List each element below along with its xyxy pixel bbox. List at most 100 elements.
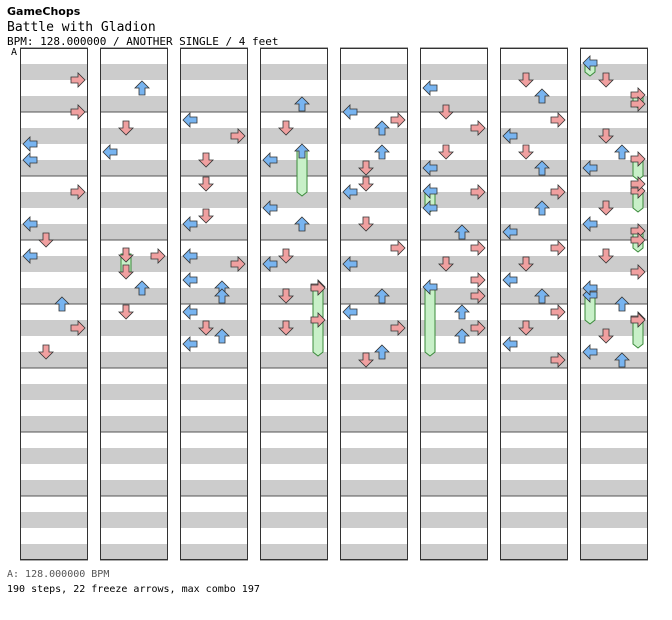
freeze-head-left xyxy=(422,183,438,199)
step-arrow-left xyxy=(22,152,38,168)
step-arrow-down xyxy=(118,120,134,136)
step-arrow-right xyxy=(550,184,566,200)
step-arrow-left xyxy=(342,104,358,120)
step-arrow-down xyxy=(118,264,134,280)
freeze-head-right xyxy=(630,151,646,167)
step-arrow-up xyxy=(534,88,550,104)
artist-name: GameChops xyxy=(7,5,81,18)
column-border xyxy=(100,48,168,560)
step-arrow-right xyxy=(470,272,486,288)
step-arrow-up xyxy=(294,96,310,112)
step-arrow-left xyxy=(582,344,598,360)
freeze-head-up xyxy=(294,143,310,159)
step-arrow-down xyxy=(438,144,454,160)
step-arrow-up xyxy=(454,304,470,320)
chart-column-3 xyxy=(180,47,248,561)
step-arrow-left xyxy=(182,336,198,352)
step-arrow-left xyxy=(342,304,358,320)
step-arrow-up xyxy=(54,296,70,312)
column-border xyxy=(500,48,568,560)
freeze-head-left xyxy=(422,279,438,295)
step-arrow-right xyxy=(550,352,566,368)
step-arrow-up xyxy=(534,200,550,216)
step-arrow-left xyxy=(182,272,198,288)
step-arrow-right xyxy=(70,72,86,88)
chart-column-5 xyxy=(340,47,408,561)
step-arrow-right xyxy=(390,320,406,336)
step-arrow-up xyxy=(534,160,550,176)
step-arrow-down xyxy=(118,304,134,320)
step-arrow-left xyxy=(102,144,118,160)
step-arrow-up xyxy=(374,144,390,160)
chart-column-1 xyxy=(20,47,88,561)
step-arrow-down xyxy=(198,176,214,192)
step-arrow-down xyxy=(278,120,294,136)
step-arrow-right xyxy=(310,312,326,328)
chart-column-6 xyxy=(420,47,488,561)
step-arrow-right xyxy=(630,232,646,248)
step-arrow-left xyxy=(262,256,278,272)
step-arrow-left xyxy=(582,280,598,296)
chart-stats: 190 steps, 22 freeze arrows, max combo 1… xyxy=(7,584,260,595)
step-arrow-up xyxy=(214,328,230,344)
step-arrow-down xyxy=(518,320,534,336)
step-arrow-up xyxy=(534,288,550,304)
step-arrow-down xyxy=(38,344,54,360)
step-arrow-left xyxy=(582,216,598,232)
step-arrow-left xyxy=(422,80,438,96)
step-arrow-down xyxy=(598,328,614,344)
step-arrow-up xyxy=(374,344,390,360)
step-arrow-left xyxy=(22,216,38,232)
step-arrow-right xyxy=(470,184,486,200)
step-arrow-down xyxy=(198,152,214,168)
step-arrow-down xyxy=(38,232,54,248)
step-arrow-up xyxy=(374,288,390,304)
step-arrow-right xyxy=(470,288,486,304)
step-arrow-left xyxy=(182,304,198,320)
step-arrow-right xyxy=(70,104,86,120)
step-arrow-right xyxy=(550,112,566,128)
step-arrow-left xyxy=(22,248,38,264)
step-arrow-down xyxy=(518,144,534,160)
step-arrow-down xyxy=(518,72,534,88)
step-arrow-right xyxy=(470,240,486,256)
step-arrow-right xyxy=(70,184,86,200)
step-arrow-left xyxy=(502,128,518,144)
step-arrow-down xyxy=(358,216,374,232)
step-arrow-left xyxy=(422,160,438,176)
step-arrow-down xyxy=(598,72,614,88)
step-arrow-left xyxy=(262,152,278,168)
step-arrow-left xyxy=(182,248,198,264)
step-arrow-down xyxy=(358,160,374,176)
step-arrow-down xyxy=(358,176,374,192)
step-arrow-down xyxy=(198,208,214,224)
section-marker: A xyxy=(11,47,18,58)
step-arrow-up xyxy=(614,144,630,160)
step-arrow-up xyxy=(614,352,630,368)
step-arrow-down xyxy=(278,320,294,336)
chart-column-7 xyxy=(500,47,568,561)
step-arrow-right xyxy=(390,112,406,128)
freeze-head-down xyxy=(118,247,134,263)
step-arrow-right xyxy=(630,312,646,328)
step-arrow-down xyxy=(438,104,454,120)
step-arrow-down xyxy=(438,256,454,272)
step-arrow-left xyxy=(342,184,358,200)
step-arrow-down xyxy=(278,288,294,304)
step-arrow-right xyxy=(310,280,326,296)
step-arrow-left xyxy=(182,216,198,232)
column-border xyxy=(260,48,328,560)
chart-column-4 xyxy=(260,47,328,561)
step-arrow-up xyxy=(214,288,230,304)
step-arrow-left xyxy=(262,200,278,216)
step-arrow-right xyxy=(630,96,646,112)
step-arrow-up xyxy=(374,120,390,136)
song-title: Battle with Gladion xyxy=(7,20,156,35)
chart-info: BPM: 128.000000 / ANOTHER SINGLE / 4 fee… xyxy=(7,35,279,48)
step-arrow-left xyxy=(182,112,198,128)
step-arrow-left xyxy=(342,256,358,272)
step-arrow-right xyxy=(230,256,246,272)
step-arrow-up xyxy=(134,280,150,296)
step-arrow-right xyxy=(470,120,486,136)
